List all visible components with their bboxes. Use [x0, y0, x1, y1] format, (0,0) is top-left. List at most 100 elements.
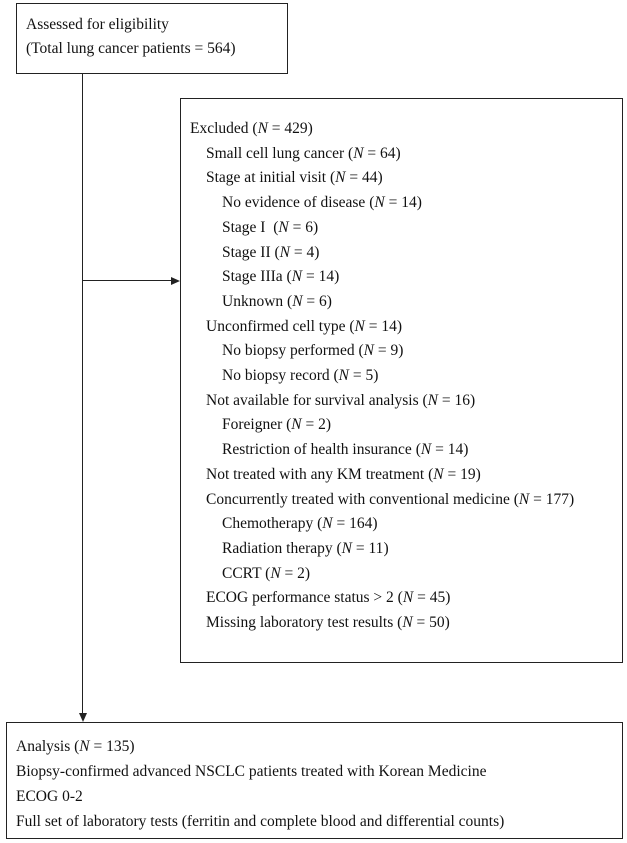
n-symbol: N — [257, 120, 268, 137]
exclusion-item: Restriction of health insurance (N = 14) — [222, 441, 468, 459]
n-eq: = — [302, 268, 319, 286]
item-label: Stage at initial visit ( — [206, 169, 336, 187]
item-label: Restriction of health insurance ( — [222, 441, 421, 459]
n-symbol: N — [353, 144, 364, 162]
exclusion-item: Small cell lung cancer (N = 64) — [206, 145, 401, 163]
paren: ) — [463, 441, 469, 459]
paren: ) — [445, 589, 451, 607]
n-eq: = — [290, 243, 307, 261]
item-n: 4 — [306, 243, 315, 261]
n-eq: = — [345, 169, 362, 187]
n-eq: = — [301, 416, 319, 434]
item-n: 2 — [318, 416, 326, 434]
paren: ) — [326, 292, 332, 310]
exclusion-item: Not available for survival analysis (N =… — [206, 392, 475, 410]
analysis-box: Analysis (N = 135) Biopsy-confirmed adva… — [6, 722, 623, 839]
item-n: 14 — [447, 441, 464, 459]
analysis-n: 135 — [106, 738, 130, 755]
n-symbol: N — [402, 589, 414, 607]
item-n: 44 — [362, 169, 378, 187]
n-symbol: N — [79, 738, 90, 755]
assessed-title: Assessed for eligibility — [26, 16, 169, 33]
item-n: 11 — [368, 539, 384, 557]
n-eq: = — [89, 738, 107, 755]
exclusion-item: No biopsy record (N = 5) — [222, 367, 378, 385]
item-label: Small cell lung cancer ( — [206, 144, 354, 162]
excluded-box: Excluded (N = 429) Small cell lung cancer… — [180, 98, 623, 663]
item-n: 50 — [429, 614, 445, 631]
n-eq: = — [288, 218, 306, 236]
exclusion-item: No biopsy performed (N = 9) — [222, 342, 403, 360]
exclusion-item: Unknown (N = 6) — [222, 293, 332, 311]
item-n: 64 — [380, 144, 396, 162]
item-label: Not treated with any KM treatment ( — [206, 465, 434, 483]
paren: ) — [377, 169, 383, 187]
paren: ) — [475, 465, 481, 483]
n-eq: = — [302, 292, 320, 310]
analysis-criteria-2: ECOG 0-2 — [16, 788, 83, 805]
item-label: Chemotherapy ( — [222, 515, 323, 533]
item-n: 14 — [381, 317, 397, 335]
item-n: 16 — [454, 391, 471, 409]
n-symbol: N — [427, 391, 439, 409]
n-symbol: N — [420, 441, 432, 459]
item-label: Stage II ( — [222, 243, 280, 261]
item-label: Not available for survival analysis ( — [206, 391, 428, 409]
item-label: Missing laboratory test results ( — [206, 614, 403, 631]
n-eq: = — [384, 194, 402, 212]
paren: ) — [334, 268, 340, 286]
n-eq: = — [363, 144, 381, 162]
exclusion-item: Foreigner (N = 2) — [222, 416, 331, 434]
n-eq: = — [267, 120, 285, 137]
n-symbol: N — [279, 243, 291, 261]
n-eq: = — [431, 441, 448, 459]
item-n: 429 — [284, 120, 308, 137]
n-symbol: N — [338, 367, 349, 384]
paren: ) — [307, 120, 313, 137]
item-n: 45 — [429, 589, 446, 607]
paren: ) — [373, 367, 379, 384]
item-n: 2 — [297, 564, 305, 582]
item-label: Stage IIIa ( — [222, 268, 292, 286]
n-eq: = — [443, 465, 461, 483]
assessed-box: Assessed for eligibility (Total lung can… — [16, 3, 288, 74]
exclusion-item: Stage I (N = 6) — [222, 219, 318, 237]
n-symbol: N — [270, 564, 281, 582]
n-symbol: N — [322, 515, 333, 533]
n-eq: = — [529, 490, 546, 508]
item-label: Foreigner ( — [222, 416, 292, 434]
exclusion-item: Chemotherapy (N = 164) — [222, 515, 378, 533]
item-n: 5 — [365, 367, 374, 384]
n-symbol: N — [341, 539, 352, 557]
item-label: Unknown ( — [222, 292, 293, 310]
paren: ) — [395, 144, 401, 162]
exclusion-item: Unconfirmed cell type (N = 14) — [206, 318, 402, 336]
n-symbol: N — [518, 490, 530, 508]
n-symbol: N — [291, 416, 302, 434]
arrow-right-icon — [171, 276, 180, 285]
n-symbol: N — [291, 268, 303, 286]
item-label: CCRT ( — [222, 564, 271, 582]
n-eq: = — [373, 342, 391, 360]
n-eq: = — [364, 317, 382, 335]
item-n: 9 — [390, 342, 399, 360]
n-eq: = — [412, 614, 430, 631]
n-symbol: N — [278, 218, 289, 236]
paren: ) — [383, 539, 389, 557]
paren: ) — [129, 738, 135, 755]
main-flow-line — [82, 74, 84, 714]
n-eq: = — [332, 515, 350, 533]
item-n: 6 — [305, 218, 313, 236]
analysis-criteria-1: Biopsy-confirmed advanced NSCLC patients… — [16, 763, 487, 780]
exclusion-item: Stage at initial visit (N = 44) — [206, 169, 383, 187]
n-symbol: N — [402, 614, 413, 631]
paren: ) — [304, 564, 311, 582]
n-symbol: N — [433, 465, 444, 483]
item-n: 19 — [460, 465, 476, 483]
paren: ) — [396, 317, 402, 335]
paren: ) — [444, 614, 450, 631]
analysis-count: Analysis (N = 135) — [16, 738, 135, 756]
exclusion-item: Stage II (N = 4) — [222, 244, 319, 262]
exclusion-item: Concurrently treated with conventional m… — [206, 491, 574, 509]
item-n: 6 — [319, 292, 327, 310]
